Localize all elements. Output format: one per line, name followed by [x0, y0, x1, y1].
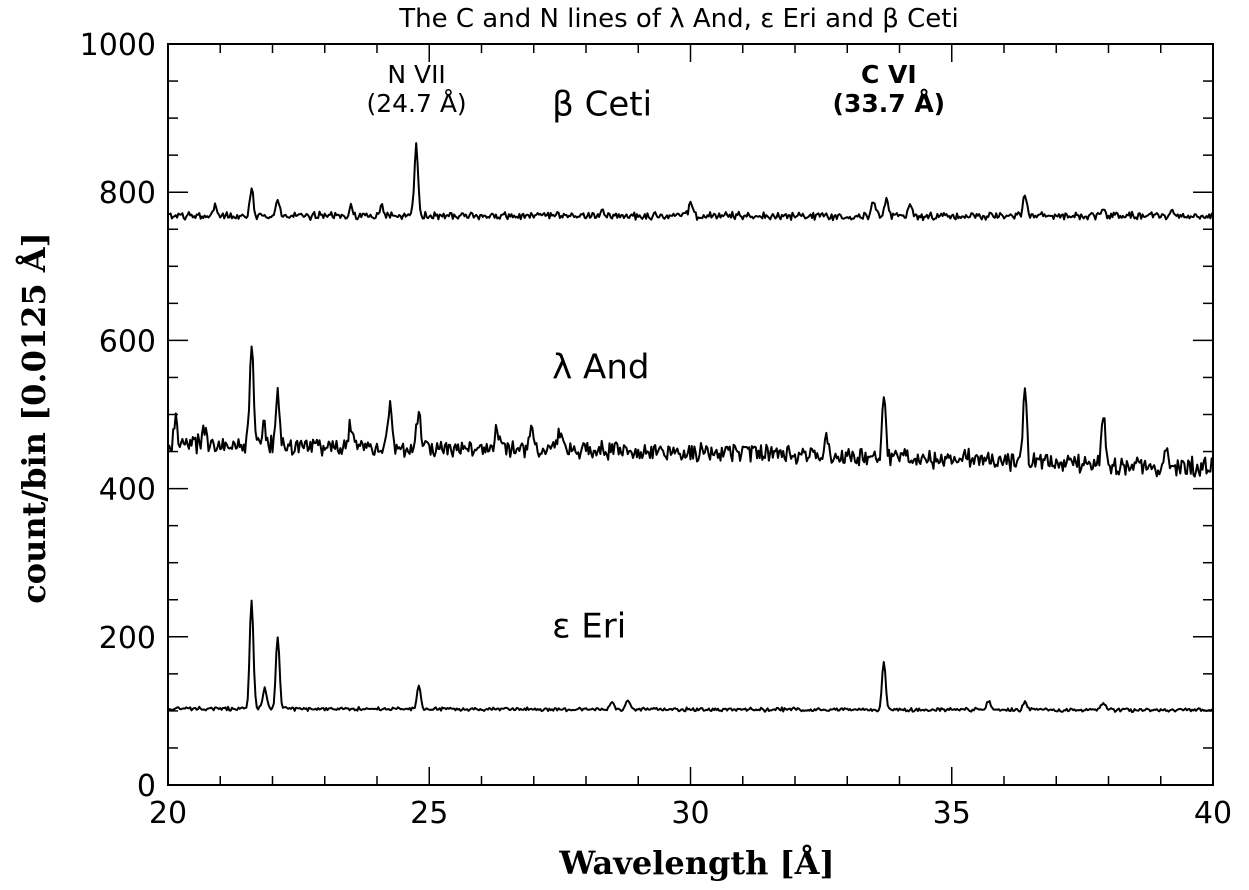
x-tick-label: 40: [1194, 796, 1232, 831]
annotation-wavelength: (24.7 Å): [366, 89, 466, 118]
series-label: λ And: [552, 347, 649, 387]
y-tick-label: 0: [137, 769, 156, 804]
series-line: [167, 142, 1214, 222]
y-tick-label: 600: [99, 324, 156, 359]
x-tick-label: 25: [410, 796, 448, 831]
x-tick-label: 35: [933, 796, 971, 831]
line-annotations: N VII(24.7 Å) C VI(33.7 Å): [366, 60, 945, 118]
series-line: [167, 345, 1214, 478]
plot-frame: [167, 43, 1214, 786]
series-labels: β Ceti λ And ε Eri: [552, 84, 652, 646]
x-tick-label: 30: [671, 796, 709, 831]
y-tick-label: 200: [99, 621, 156, 656]
series-label: β Ceti: [552, 84, 652, 124]
y-tick-label: 800: [99, 176, 156, 211]
x-axis-tick-labels: 20 25 30 35 40: [149, 796, 1232, 831]
x-axis-title: Wavelength [Å]: [558, 844, 834, 882]
y-axis-title: count/bin [0.0125 Å]: [15, 232, 53, 603]
annotation-ion: C VI: [861, 60, 917, 89]
series-label: ε Eri: [552, 607, 626, 647]
x-tick-label: 20: [149, 796, 187, 831]
series-line: [168, 599, 1214, 714]
spectrum-series: [167, 142, 1214, 714]
annotation-ion: N VII: [387, 60, 446, 89]
y-tick-label: 400: [99, 473, 156, 508]
x-axis-ticks: [167, 44, 1214, 785]
y-tick-label: 1000: [80, 28, 156, 63]
y-axis-tick-labels: 0 200 400 600 800 1000: [80, 28, 156, 804]
chart-title: The C and N lines of λ And, ε Eri and β …: [398, 4, 958, 34]
annotation-wavelength: (33.7 Å): [833, 89, 946, 118]
y-axis-ticks: [168, 43, 1213, 786]
